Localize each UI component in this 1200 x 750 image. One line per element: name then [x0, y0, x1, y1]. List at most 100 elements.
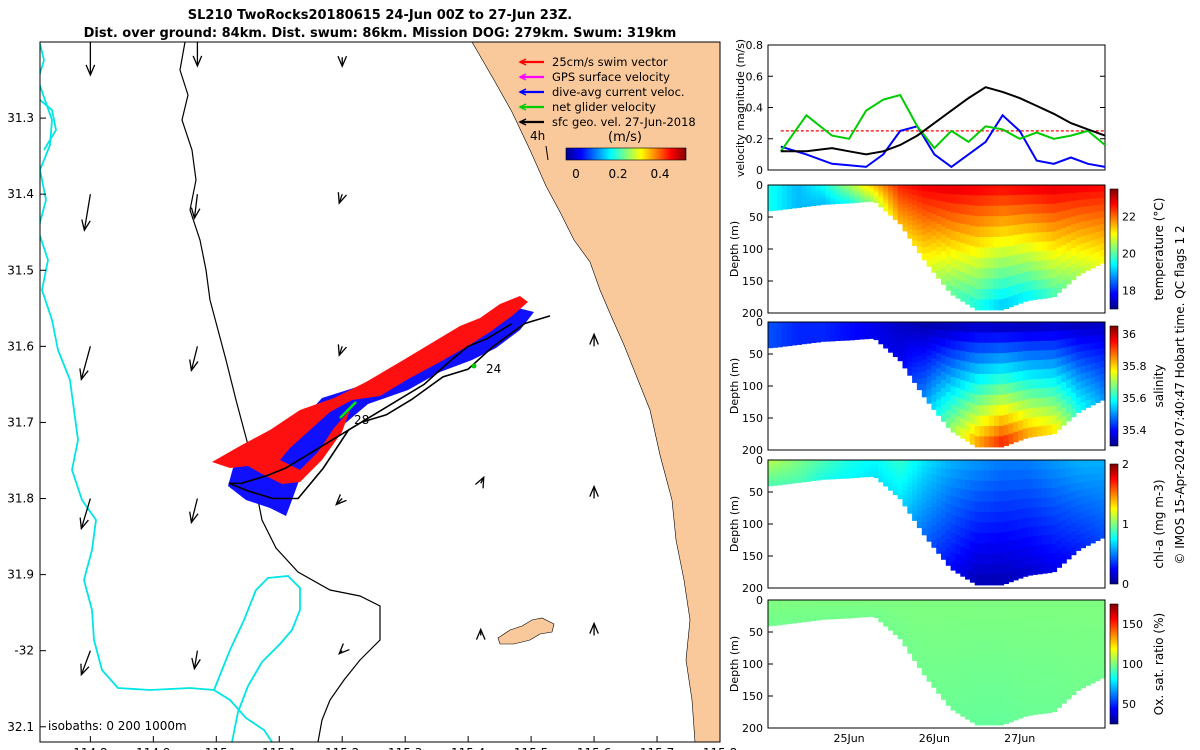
section-cell: [1095, 660, 1101, 668]
section-cell: [945, 383, 952, 393]
section-cell: [1037, 279, 1043, 290]
current-vector-shaft: [80, 346, 91, 380]
section-cell: [873, 616, 879, 619]
section-cell: [1018, 609, 1024, 621]
section-cell: [772, 623, 778, 626]
section-cell: [1037, 628, 1043, 639]
section-cell: [888, 602, 894, 606]
section-cell: [1099, 367, 1106, 375]
section-cell: [839, 601, 846, 604]
section-cell: [892, 339, 899, 343]
section-cell: [1071, 369, 1077, 378]
section-cell: [1046, 684, 1053, 695]
section-cell: [936, 322, 942, 331]
section-cell: [1056, 477, 1062, 488]
current-vector: [189, 346, 199, 372]
section-cell: [955, 350, 961, 361]
section-cell: [791, 611, 798, 614]
section-cell: [1037, 479, 1043, 490]
section-cell: [839, 197, 846, 200]
section-cell: [984, 672, 990, 684]
section-cell: [839, 338, 846, 341]
section-cell: [955, 516, 961, 527]
section-cell: [912, 490, 918, 496]
section-cell: [1037, 564, 1043, 575]
section-cell: [979, 610, 985, 622]
section-cell: [806, 341, 812, 344]
section-cell: [1056, 402, 1062, 412]
section-cell: [1008, 266, 1014, 277]
section-cell: [1013, 669, 1019, 681]
section-cell: [1003, 702, 1009, 714]
section-cell: [1085, 343, 1091, 351]
section-cell: [782, 602, 788, 605]
section-cell: [1032, 417, 1038, 428]
section-cell: [1013, 322, 1019, 333]
section-cell: [1085, 516, 1091, 525]
section-cell: [1018, 371, 1024, 382]
section-cell: [830, 477, 836, 480]
section-cell: [1003, 267, 1009, 279]
section-cell: [878, 203, 884, 206]
legend-label: net glider velocity: [552, 100, 656, 114]
section-cell: [892, 620, 899, 624]
section-cell: [916, 327, 923, 334]
section-cell: [864, 602, 870, 605]
section-cell: [989, 226, 995, 238]
section-cell: [801, 194, 807, 197]
section-cell: [955, 609, 961, 620]
section-cell: [1095, 205, 1101, 213]
section-cell: [1075, 645, 1082, 654]
section-cell: [811, 332, 817, 335]
section-cell: [931, 518, 937, 526]
section-cell: [965, 629, 971, 641]
current-vector-head: [79, 517, 89, 531]
section-cell: [1022, 469, 1029, 480]
section-cell: [984, 641, 990, 653]
section-cell: [815, 474, 822, 478]
section-cell: [1051, 552, 1058, 563]
section-cell: [883, 208, 889, 212]
section-cell: [873, 473, 879, 476]
section-cell: [921, 478, 928, 486]
section-cell: [772, 326, 778, 329]
section-cell: [955, 460, 961, 470]
section-cell: [916, 499, 923, 506]
section-cell: [1075, 230, 1082, 239]
section-cell: [955, 288, 961, 299]
current-vector-shaft: [193, 650, 199, 669]
section-cell: [806, 322, 812, 325]
section-cell: [974, 631, 981, 643]
section-cell: [1042, 497, 1048, 508]
section-cell: [1032, 536, 1038, 547]
section-cell: [1003, 460, 1009, 471]
section-cell: [1056, 468, 1062, 479]
section-cell: [1071, 615, 1077, 625]
section-cell: [777, 338, 783, 342]
section-cell: [801, 197, 807, 200]
section-cell: [960, 518, 966, 529]
section-cell: [844, 197, 851, 200]
section-cell: [998, 426, 1005, 437]
section-cell: [945, 696, 952, 706]
section-cell: [1027, 479, 1034, 490]
scale-arrow-label: 4h: [530, 129, 545, 143]
section-cell: [1032, 360, 1038, 371]
section-cell: [839, 616, 846, 619]
section-cell: [955, 194, 961, 205]
section-cell: [844, 195, 851, 198]
section-cell: [806, 461, 812, 465]
current-vector-head: [338, 643, 350, 655]
section-cell: [979, 332, 985, 344]
current-vector-shaft: [193, 194, 199, 219]
section-cell: [1061, 668, 1067, 678]
section-cell: [811, 186, 817, 189]
section-cell: [926, 507, 932, 515]
section-cell: [859, 190, 865, 193]
section-cell: [815, 614, 822, 618]
section-cell: [1075, 600, 1082, 609]
section-cell: [998, 522, 1005, 534]
section-cell: [989, 257, 995, 269]
section-cell: [854, 601, 860, 604]
section-cell: [1013, 342, 1019, 353]
